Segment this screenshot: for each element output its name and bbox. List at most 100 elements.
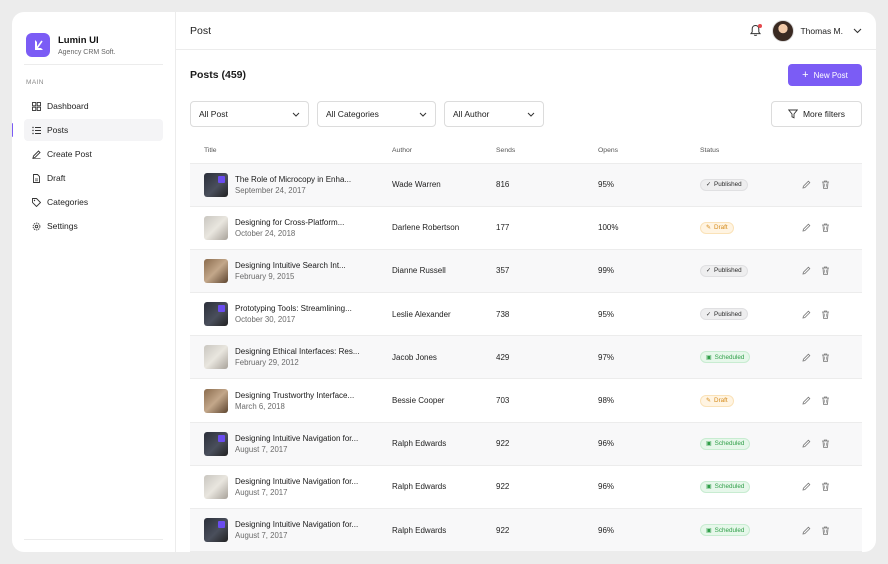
edit-icon[interactable] xyxy=(802,396,811,405)
trash-icon[interactable] xyxy=(821,223,830,232)
status-badge: ✓ Published xyxy=(700,178,748,191)
author-cell: Wade Warren xyxy=(392,163,496,207)
post-title[interactable]: Designing for Cross-Platform... xyxy=(235,217,345,227)
status-cell: ✎ Draft xyxy=(700,206,796,250)
author-filter-select[interactable]: All Author xyxy=(444,101,544,127)
status-label: Scheduled xyxy=(714,526,745,534)
status-label: Published xyxy=(714,310,742,318)
sidebar-item-posts[interactable]: Posts xyxy=(12,119,163,141)
post-title[interactable]: Designing Ethical Interfaces: Res... xyxy=(235,347,360,357)
post-title[interactable]: Designing Intuitive Navigation for... xyxy=(235,520,359,530)
table-row[interactable]: Designing for Cross-Platform... October 2… xyxy=(190,206,862,250)
column-opens[interactable]: Opens xyxy=(598,139,700,164)
more-filters-button[interactable]: More filters xyxy=(771,101,862,127)
column-sends[interactable]: Sends xyxy=(496,139,598,164)
trash-icon[interactable] xyxy=(821,396,830,405)
edit-icon[interactable] xyxy=(802,526,811,535)
author-cell: Leslie Alexander xyxy=(392,292,496,337)
post-title[interactable]: Designing Intuitive Search Int... xyxy=(235,260,346,270)
opens-cell: 95% xyxy=(598,163,700,207)
status-label: Scheduled xyxy=(714,483,745,491)
main-area: Post Thomas M. Posts (459) + New Post Al… xyxy=(176,12,876,552)
status-label: Published xyxy=(714,181,742,189)
new-post-button[interactable]: + New Post xyxy=(788,64,862,86)
post-date: March 6, 2018 xyxy=(235,401,285,411)
edit-icon[interactable] xyxy=(802,266,811,275)
post-title[interactable]: Designing Intuitive Navigation for... xyxy=(235,476,359,486)
sends-cell: 703 xyxy=(496,378,598,423)
trash-icon[interactable] xyxy=(821,526,830,535)
post-title[interactable]: Prototyping Tools: Streamlining... xyxy=(235,304,352,314)
title-cell: Designing Intuitive Navigation for... Aug… xyxy=(190,465,392,510)
sidebar-item-draft[interactable]: Draft xyxy=(24,167,163,189)
column-author[interactable]: Author xyxy=(392,139,496,164)
sidebar-item-create-post[interactable]: Create Post xyxy=(24,143,163,165)
trash-icon[interactable] xyxy=(821,180,830,189)
sidebar-item-categories[interactable]: Categories xyxy=(24,191,163,213)
sidebar-item-dashboard[interactable]: Dashboard xyxy=(24,95,163,117)
status-cell: ✓ Published xyxy=(700,163,796,207)
edit-icon[interactable] xyxy=(802,353,811,362)
brand-name: Lumin UI xyxy=(58,34,99,46)
sidebar: Lumin UI Agency CRM Soft. MAIN Dashboard… xyxy=(12,12,176,552)
trash-icon[interactable] xyxy=(821,353,830,362)
title-cell: Designing Trustworthy Interface... March … xyxy=(190,378,392,423)
title-cell: Designing Intuitive Search Int... Februar… xyxy=(190,249,392,294)
title-cell: Designing Intuitive Navigation for... Aug… xyxy=(190,508,392,552)
table-row[interactable]: Designing Intuitive Navigation for... Aug… xyxy=(190,508,862,552)
table-row[interactable]: The Role of Microcopy in Enha... Septembe… xyxy=(190,163,862,207)
edit-icon[interactable] xyxy=(802,482,811,491)
actions-cell xyxy=(796,378,862,423)
draft-status-icon: ✎ xyxy=(706,225,712,232)
content: Posts (459) + New Post All Post All Cate… xyxy=(176,50,876,552)
edit-icon[interactable] xyxy=(802,439,811,448)
table-row[interactable]: Prototyping Tools: Streamlining... Octobe… xyxy=(190,292,862,337)
brand[interactable]: Lumin UI Agency CRM Soft. xyxy=(12,12,175,64)
actions-cell xyxy=(796,206,862,250)
table-row[interactable]: Designing Ethical Interfaces: Res... Febr… xyxy=(190,335,862,380)
chevron-down-icon[interactable] xyxy=(853,28,862,34)
column-status[interactable]: Status xyxy=(700,139,796,164)
trash-icon[interactable] xyxy=(821,310,830,319)
actions-cell xyxy=(796,465,862,510)
table-row[interactable]: Designing Intuitive Search Int... Februar… xyxy=(190,249,862,294)
status-badge: ✎ Draft xyxy=(700,394,734,407)
actions-cell xyxy=(796,422,862,466)
avatar[interactable] xyxy=(772,19,795,42)
notification-bell-icon[interactable] xyxy=(749,24,763,37)
post-title[interactable]: Designing Trustworthy Interface... xyxy=(235,390,355,400)
notification-dot xyxy=(758,24,763,28)
scheduled-status-icon: ▣ xyxy=(706,354,712,361)
column-title[interactable]: Title xyxy=(190,139,392,164)
user-name[interactable]: Thomas M. xyxy=(800,25,843,36)
opens-cell: 95% xyxy=(598,292,700,337)
table-row[interactable]: Designing Intuitive Navigation for... Aug… xyxy=(190,422,862,466)
edit-icon[interactable] xyxy=(802,310,811,319)
status-badge: ▣ Scheduled xyxy=(700,524,751,537)
post-filter-select[interactable]: All Post xyxy=(190,101,309,127)
edit-icon[interactable] xyxy=(802,180,811,189)
table-row[interactable]: Designing Intuitive Navigation for... Aug… xyxy=(190,465,862,510)
post-title[interactable]: The Role of Microcopy in Enha... xyxy=(235,174,352,184)
sends-cell: 922 xyxy=(496,422,598,466)
post-title[interactable]: Designing Intuitive Navigation for... xyxy=(235,433,359,443)
status-cell: ▣ Scheduled xyxy=(700,508,796,552)
author-cell: Jacob Jones xyxy=(392,335,496,380)
post-thumbnail xyxy=(204,215,228,240)
trash-icon[interactable] xyxy=(821,482,830,492)
brand-logo-icon xyxy=(26,33,50,57)
trash-icon[interactable] xyxy=(821,266,830,276)
author-cell: Ralph Edwards xyxy=(392,465,496,510)
opens-cell: 96% xyxy=(598,465,700,510)
categories-filter-select[interactable]: All Categories xyxy=(317,101,436,127)
trash-icon[interactable] xyxy=(821,439,830,448)
sidebar-item-settings[interactable]: Settings xyxy=(24,215,163,237)
actions-cell xyxy=(796,292,862,337)
table-row[interactable]: Designing Trustworthy Interface... March … xyxy=(190,378,862,423)
draft-status-icon: ✎ xyxy=(706,398,712,405)
status-cell: ▣ Scheduled xyxy=(700,465,796,510)
sends-cell: 922 xyxy=(496,508,598,552)
column-actions xyxy=(796,139,862,164)
filter-row: All Post All Categories All Author More … xyxy=(190,96,862,132)
edit-icon[interactable] xyxy=(802,223,811,232)
